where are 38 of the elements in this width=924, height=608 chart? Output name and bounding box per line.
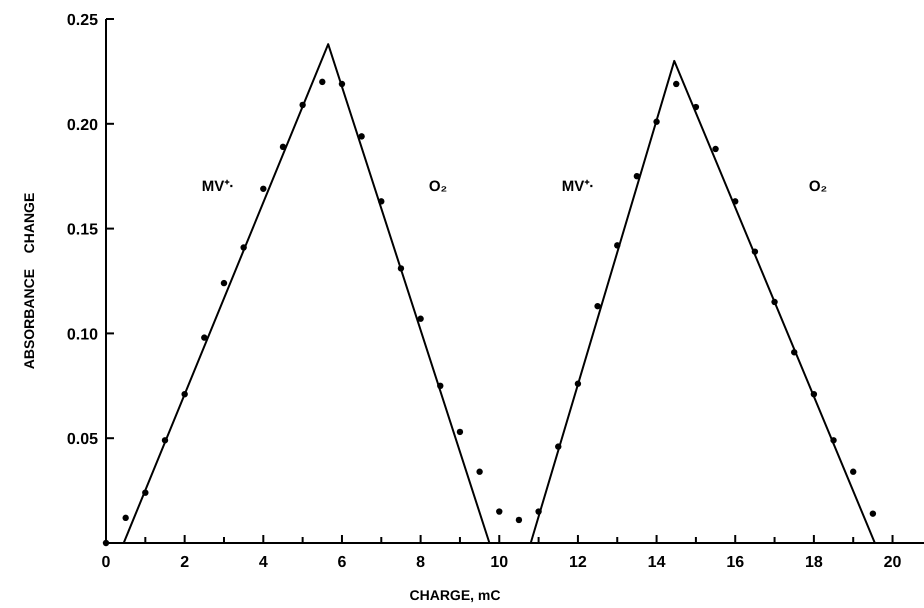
y-tick-label: 0.10 — [66, 326, 98, 344]
point — [319, 78, 326, 86]
x-axis-title: CHARGE, mC — [409, 587, 501, 603]
x-tick-label: 10 — [490, 554, 508, 571]
point — [850, 468, 856, 475]
annotation: O₂ — [808, 178, 828, 195]
y-tick-label: 0.15 — [66, 222, 98, 239]
annotation: MV⁺· — [562, 178, 594, 195]
point — [476, 468, 483, 475]
x-tick-label: 6 — [338, 554, 347, 571]
x-tick-label: 16 — [726, 554, 744, 571]
x-tick-label: 4 — [258, 554, 268, 571]
point — [102, 540, 110, 546]
point — [220, 280, 228, 286]
point — [417, 316, 424, 322]
x-tick-label: 20 — [884, 554, 902, 571]
y-tick-label: 0.20 — [66, 116, 98, 134]
x-tick-label: 18 — [804, 554, 823, 571]
x-tick-label: 12 — [569, 554, 587, 571]
point — [358, 133, 365, 140]
point — [456, 428, 464, 436]
y-tick-label: 0.05 — [66, 431, 98, 448]
point — [712, 146, 719, 152]
annotation: MV⁺· — [202, 178, 234, 195]
annotation: O₂ — [428, 178, 448, 195]
y-axis-title: ABSORBANCE CHANGE — [21, 192, 37, 370]
point — [673, 80, 680, 88]
point — [870, 510, 876, 517]
point — [594, 302, 601, 310]
point — [260, 186, 267, 192]
point — [496, 508, 502, 515]
x-tick-label: 8 — [416, 554, 426, 571]
point — [516, 516, 522, 524]
y-tick-label: 0.25 — [66, 12, 98, 29]
x-tick-label: 14 — [648, 554, 666, 571]
x-tick-label: 2 — [180, 554, 190, 571]
point — [122, 514, 129, 522]
x-tick-label: 0 — [102, 554, 111, 571]
